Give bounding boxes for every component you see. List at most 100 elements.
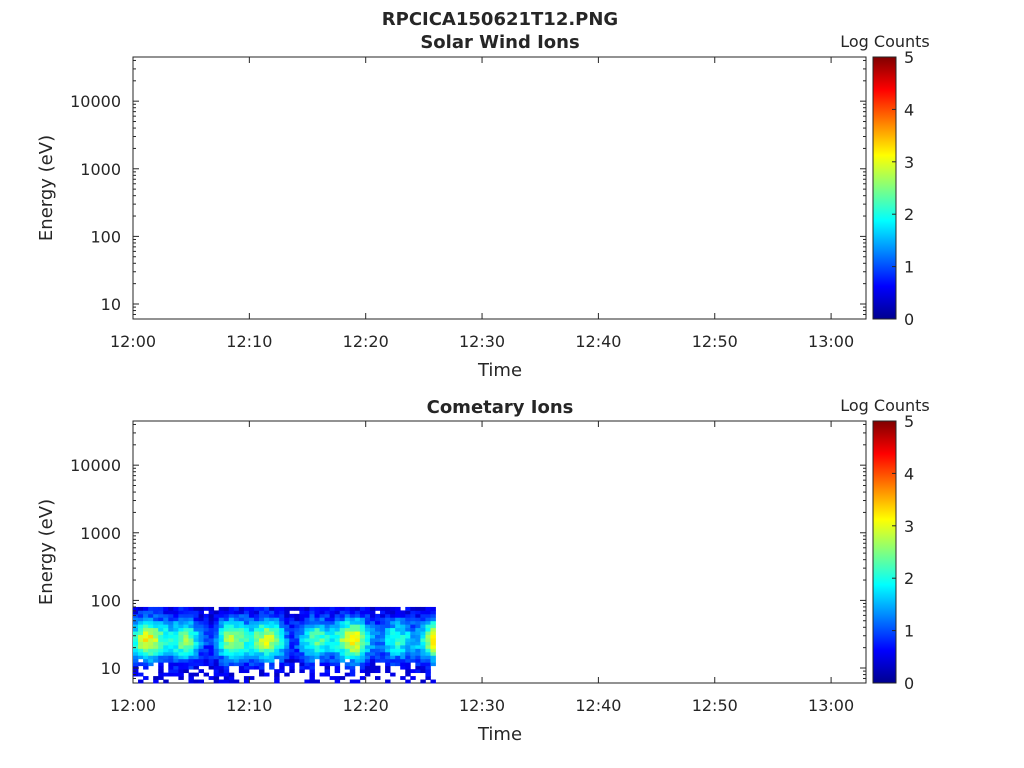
plot-area [132,56,867,320]
heatmap-cell [279,620,285,625]
heatmap-cell [243,606,250,611]
heatmap-cell [405,634,411,639]
heatmap-cell [213,638,220,642]
heatmap-cell [354,620,361,625]
x-tick-label: 12:40 [575,332,621,351]
heatmap-cell [259,655,265,660]
heatmap-cell [385,651,391,656]
heatmap-cell [163,651,169,656]
heatmap-cell [359,669,366,674]
heatmap-cell [178,655,184,660]
heatmap-cell [425,606,431,611]
heatmap-cell [339,651,346,656]
heatmap-cell [133,634,139,639]
heatmap-cell [294,606,300,611]
heatmap-cell [183,617,189,622]
x-tick-label: 12:20 [343,332,389,351]
heatmap-cell [425,676,431,680]
heatmap-cell [193,655,199,660]
heatmap-cell [344,620,351,625]
heatmap-cell [425,624,431,629]
heatmap-cell [395,662,401,667]
heatmap-cell [304,631,310,635]
heatmap-cell [193,634,199,639]
panel-title: Solar Wind Ions [420,32,579,53]
heatmap-cell [259,641,265,646]
heatmap-cell [324,606,331,611]
heatmap-cell [213,624,220,629]
heatmap-cell [324,641,331,646]
heatmap-cell [385,617,391,622]
heatmap-cell [349,620,356,625]
heatmap-cell [228,613,235,618]
heatmap-cell [208,634,215,639]
heatmap-cell [294,617,300,622]
heatmap-cell [228,658,235,663]
heatmap-cell [223,627,230,632]
heatmap-cell [269,613,275,618]
heatmap-cell [193,644,199,649]
heatmap-cell [359,665,366,670]
heatmap-cell [380,620,386,625]
heatmap-cell [138,672,144,677]
heatmap-cell [299,631,305,635]
heatmap-cell [198,655,204,660]
heatmap-cell [420,669,426,674]
heatmap-cell [369,658,376,663]
x-tick-label: 12:50 [692,696,738,715]
heatmap-cell [309,631,315,635]
heatmap-cell [254,641,260,646]
heatmap-cell [168,641,174,646]
heatmap-cell [188,638,194,642]
heatmap-cell [248,624,255,629]
heatmap-cell [243,624,250,629]
heatmap-cell [314,651,320,656]
heatmap-cell [309,620,315,625]
heatmap-cell [309,634,315,639]
heatmap-cell [309,606,315,611]
heatmap-cell [364,669,371,674]
heatmap-cell [148,658,154,663]
heatmap-cell [420,658,426,663]
heatmap-cell [173,644,179,649]
heatmap-cell [395,610,401,615]
heatmap-cell [405,638,411,642]
heatmap-cell [410,620,416,625]
heatmap-cell [223,610,230,615]
heatmap-cell [183,651,189,656]
heatmap-cell [233,627,240,632]
heatmap-cell [354,641,361,646]
heatmap-cell [344,610,351,615]
heatmap-cell [218,655,225,660]
heatmap-cell [405,679,411,684]
heatmap-cell [178,658,184,663]
heatmap-cell [364,638,371,642]
heatmap-cell [309,644,315,649]
heatmap-cell [359,658,366,663]
heatmap-cell [213,679,220,684]
heatmap-cell [188,676,194,680]
heatmap-cell [354,627,361,632]
heatmap-cell [334,613,341,618]
heatmap-cell [178,613,184,618]
heatmap-cell [364,672,371,677]
heatmap-cell [173,634,179,639]
heatmap-cell [183,627,189,632]
heatmap-cell [420,620,426,625]
heatmap-cell [228,662,235,667]
colorbar-tick-label: 0 [904,674,914,693]
x-axis-label: Time [477,724,522,745]
heatmap-cell [269,641,275,646]
colorbar-label: Log Counts [840,396,930,415]
heatmap-cell [344,627,351,632]
heatmap-cell [158,665,164,670]
heatmap-cell [178,606,184,611]
heatmap-cell [369,627,376,632]
heatmap-cell [143,631,149,635]
heatmap-cell [168,644,174,649]
heatmap-cell [314,638,320,642]
heatmap-cell [375,658,381,663]
heatmap-cell [208,627,215,632]
heatmap-cell [223,606,230,611]
heatmap-cell [269,658,275,663]
